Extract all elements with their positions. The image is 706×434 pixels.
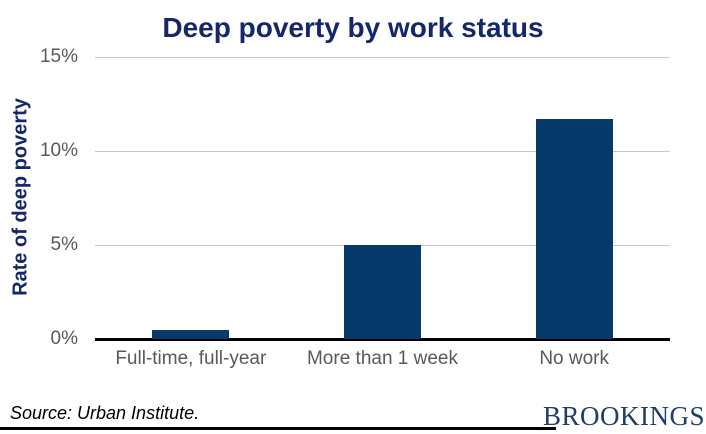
x-category-label: More than 1 week: [306, 348, 458, 369]
x-category-label: No work: [539, 348, 609, 369]
x-axis-baseline: [95, 338, 670, 341]
bar: [152, 329, 230, 339]
x-category-label: Full-time, full-year: [115, 348, 267, 369]
y-tick-label: 15%: [39, 46, 78, 67]
gridline: [95, 151, 670, 152]
footer-rule: [0, 427, 556, 430]
brookings-logo: BROOKINGS: [542, 401, 705, 431]
source-note: Source: Urban Institute.: [10, 403, 200, 423]
bar: [535, 119, 613, 339]
gridline: [95, 57, 670, 58]
chart-title: Deep poverty by work status: [162, 12, 544, 43]
y-tick-label: 5%: [50, 234, 78, 255]
y-tick-label: 10%: [39, 140, 78, 161]
bar: [344, 245, 421, 339]
y-tick-label: 0%: [50, 328, 78, 349]
